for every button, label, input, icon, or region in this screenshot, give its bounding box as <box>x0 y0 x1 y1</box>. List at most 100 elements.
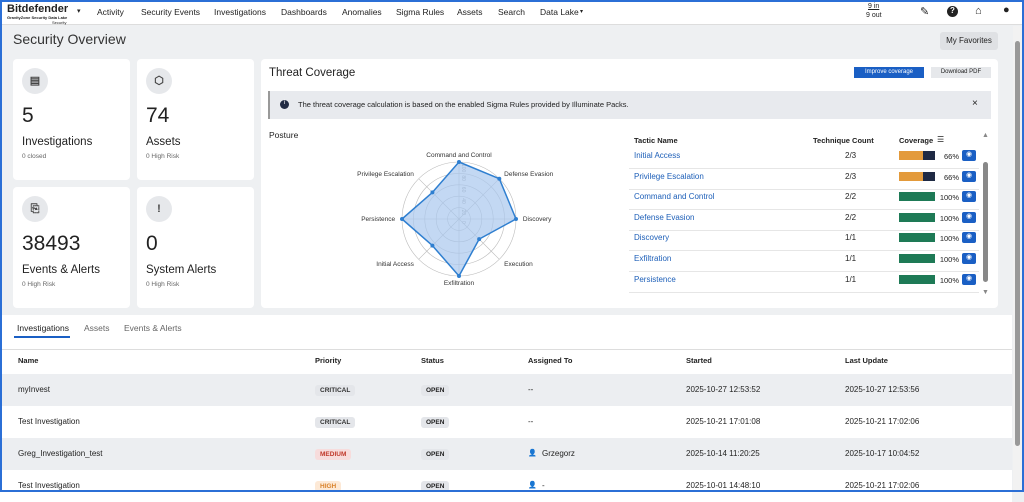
rule-button[interactable]: ◉ <box>962 212 976 223</box>
nav-item[interactable]: Anomalies <box>342 7 382 17</box>
dropdown-caret[interactable]: ▾ <box>580 8 583 15</box>
card-sub: 0 High Risk <box>146 153 179 160</box>
panel-title: Threat Coverage <box>269 67 355 79</box>
tactic-link[interactable]: Initial Access <box>634 151 680 160</box>
table-row[interactable]: Test InvestigationCRITICALOPEN--2025-10-… <box>0 406 1012 438</box>
scroll-down[interactable]: ▼ <box>982 289 989 296</box>
investigation-name: Greg_Investigation_test <box>18 449 103 458</box>
brand-menu[interactable]: ▾ <box>77 7 81 15</box>
axis-label: Discovery <box>523 216 552 223</box>
tactic-link[interactable]: Privilege Escalation <box>634 172 704 181</box>
stat-card: ⬡74Assets0 High Risk <box>137 59 254 180</box>
notice-text: The threat coverage calculation is based… <box>298 100 629 109</box>
coverage-label: 100% <box>937 214 959 223</box>
priority-badge: MEDIUM <box>315 449 351 460</box>
download-button[interactable]: Download PDF <box>931 67 991 78</box>
card-icon: ! <box>146 196 172 222</box>
point <box>430 244 434 248</box>
assignee: - <box>542 481 545 490</box>
nav-item[interactable]: Data Lake <box>540 7 579 17</box>
edit-icon[interactable]: ✎ <box>920 5 929 18</box>
cell: 2025-10-27 12:53:56 <box>845 385 919 394</box>
user-icon: 👤 <box>528 449 537 457</box>
active-tab-indicator <box>14 336 70 338</box>
status-in[interactable]: 9 in <box>868 3 879 10</box>
tab[interactable]: Assets <box>84 323 110 333</box>
nav-item[interactable]: Assets <box>457 7 483 17</box>
tactic-link[interactable]: Discovery <box>634 233 669 242</box>
stat-card: !0System Alerts0 High Risk <box>137 187 254 308</box>
page-scrollbar-thumb[interactable] <box>1015 41 1020 446</box>
tab[interactable]: Events & Alerts <box>124 323 182 333</box>
help-icon[interactable]: ? <box>947 6 958 17</box>
priority-badge: CRITICAL <box>315 417 355 428</box>
cell: 2025-10-17 10:04:52 <box>845 449 919 458</box>
close-notice[interactable]: × <box>972 98 978 109</box>
nav-item[interactable]: Sigma Rules <box>396 7 444 17</box>
column-header: Last Update <box>845 356 888 365</box>
nav-item[interactable]: Activity <box>97 7 124 17</box>
card-value: 0 <box>146 232 158 256</box>
scroll-up[interactable]: ▲ <box>982 132 989 139</box>
coverage-label: 100% <box>937 234 959 243</box>
card-value: 5 <box>22 104 34 128</box>
rule-button[interactable]: ◉ <box>962 232 976 243</box>
brand: Bitdefender <box>7 3 68 15</box>
coverage-bar <box>899 254 935 263</box>
tactic-link[interactable]: Exfiltration <box>634 254 671 263</box>
row-divider <box>629 209 979 210</box>
card-value: 38493 <box>22 232 80 256</box>
technique-count: 1/1 <box>845 275 856 284</box>
table-row[interactable]: Greg_Investigation_testMEDIUMOPEN👤Grzego… <box>0 438 1012 470</box>
column-header: Assigned To <box>528 356 572 365</box>
rule-button[interactable]: ◉ <box>962 253 976 264</box>
technique-count: 2/3 <box>845 172 856 181</box>
row-divider <box>629 271 979 272</box>
table-row[interactable]: Test InvestigationHIGHOPEN👤-2025-10-01 1… <box>0 470 1012 502</box>
scrollbar-thumb[interactable] <box>983 162 988 282</box>
coverage-label: 66% <box>937 152 959 161</box>
stat-card: ▤5Investigations0 closed <box>13 59 130 180</box>
user-icon[interactable]: ● <box>1003 4 1010 16</box>
assignee: Grzegorz <box>542 449 575 458</box>
card-value: 74 <box>146 104 169 128</box>
tab[interactable]: Investigations <box>17 323 69 333</box>
coverage-bar <box>899 172 923 181</box>
rule-button[interactable]: ◉ <box>962 191 976 202</box>
cell: 2025-10-14 11:20:25 <box>686 449 760 458</box>
sort-icon[interactable]: ☰ <box>937 135 944 144</box>
rule-button[interactable]: ◉ <box>962 171 976 182</box>
column-header: Tactic Name <box>634 136 678 145</box>
tactic-link[interactable]: Defense Evasion <box>634 213 694 222</box>
radar-chart: 020406080100Command and ControlDefense E… <box>331 145 591 295</box>
card-sub: 0 closed <box>22 153 46 160</box>
page-title: Security Overview <box>13 31 126 47</box>
column-header: Name <box>18 356 38 365</box>
table-row[interactable]: myInvestCRITICALOPEN--2025-10-27 12:53:5… <box>0 374 1012 406</box>
tactic-link[interactable]: Persistence <box>634 275 676 284</box>
card-label: Investigations <box>22 136 92 148</box>
favorites-button[interactable]: My Favorites <box>940 32 998 50</box>
nav-item[interactable]: Security Events <box>141 7 200 17</box>
row-divider <box>629 189 979 190</box>
card-sub: 0 High Risk <box>146 281 179 288</box>
axis-label: Persistence <box>361 216 395 223</box>
status-out[interactable]: 9 out <box>866 12 882 19</box>
nav-item[interactable]: Search <box>498 7 525 17</box>
tactic-link[interactable]: Command and Control <box>634 192 714 201</box>
point <box>497 177 501 181</box>
improve-button[interactable]: Improve coverage <box>854 67 924 78</box>
coverage-label: 66% <box>937 173 959 182</box>
page-scrollbar <box>1013 26 1022 492</box>
nav-item[interactable]: Investigations <box>214 7 266 17</box>
point <box>400 217 404 221</box>
rule-button[interactable]: ◉ <box>962 150 976 161</box>
priority-badge: HIGH <box>315 481 341 492</box>
point <box>514 217 518 221</box>
rule-button[interactable]: ◉ <box>962 274 976 285</box>
home-icon[interactable]: ⌂ <box>975 5 982 17</box>
nav-item[interactable]: Dashboards <box>281 7 327 17</box>
column-header: Coverage <box>899 136 933 145</box>
priority-badge: CRITICAL <box>315 385 355 396</box>
